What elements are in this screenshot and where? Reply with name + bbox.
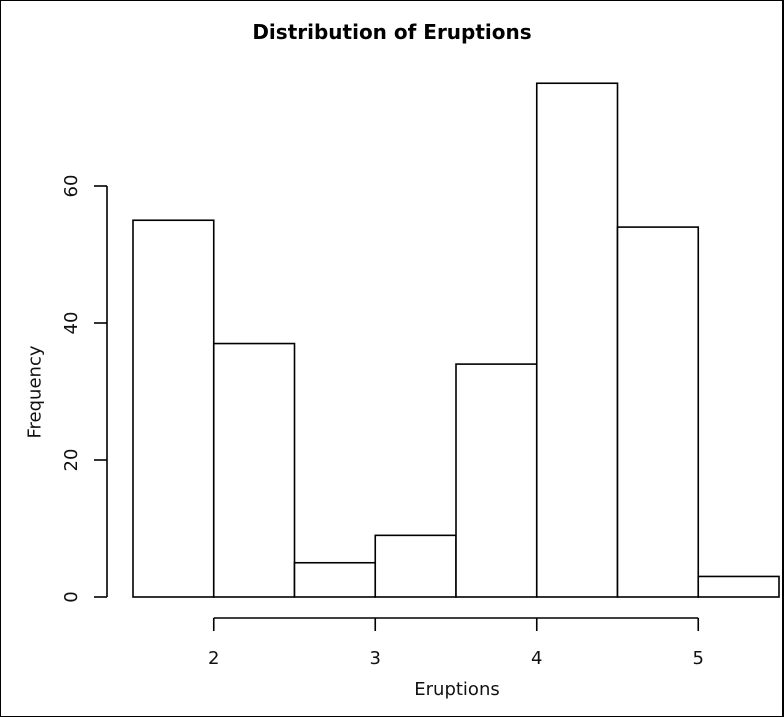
chart-title: Distribution of Eruptions <box>252 20 532 44</box>
histogram-bar-0 <box>132 219 215 598</box>
histogram-bar-7 <box>697 575 780 598</box>
figure-border-right <box>782 0 784 717</box>
x-tick-label-3: 5 <box>693 648 704 669</box>
y-tick-label-3: 60 <box>61 175 82 198</box>
y-tick-label-1: 20 <box>61 449 82 472</box>
y-axis-label: Frequency <box>24 345 46 439</box>
y-tick-label-2: 40 <box>61 312 82 335</box>
x-tick-label-1: 3 <box>370 648 381 669</box>
y-tick-label-0: 0 <box>61 591 82 602</box>
y-axis: 0 20 40 60 <box>61 175 108 603</box>
x-tick-label-2: 4 <box>531 648 542 669</box>
histogram-bar-3 <box>374 534 457 598</box>
histogram-bar-2 <box>293 561 377 598</box>
histogram-bar-1 <box>212 342 296 598</box>
x-axis: 2 3 4 5 <box>208 617 704 669</box>
x-axis-label: Eruptions <box>414 679 500 700</box>
x-tick-label-0: 2 <box>208 648 219 669</box>
histogram-bar-4 <box>455 363 538 598</box>
bars-group <box>132 82 780 598</box>
histogram-bar-6 <box>616 226 700 598</box>
histogram-bar-5 <box>535 82 619 598</box>
